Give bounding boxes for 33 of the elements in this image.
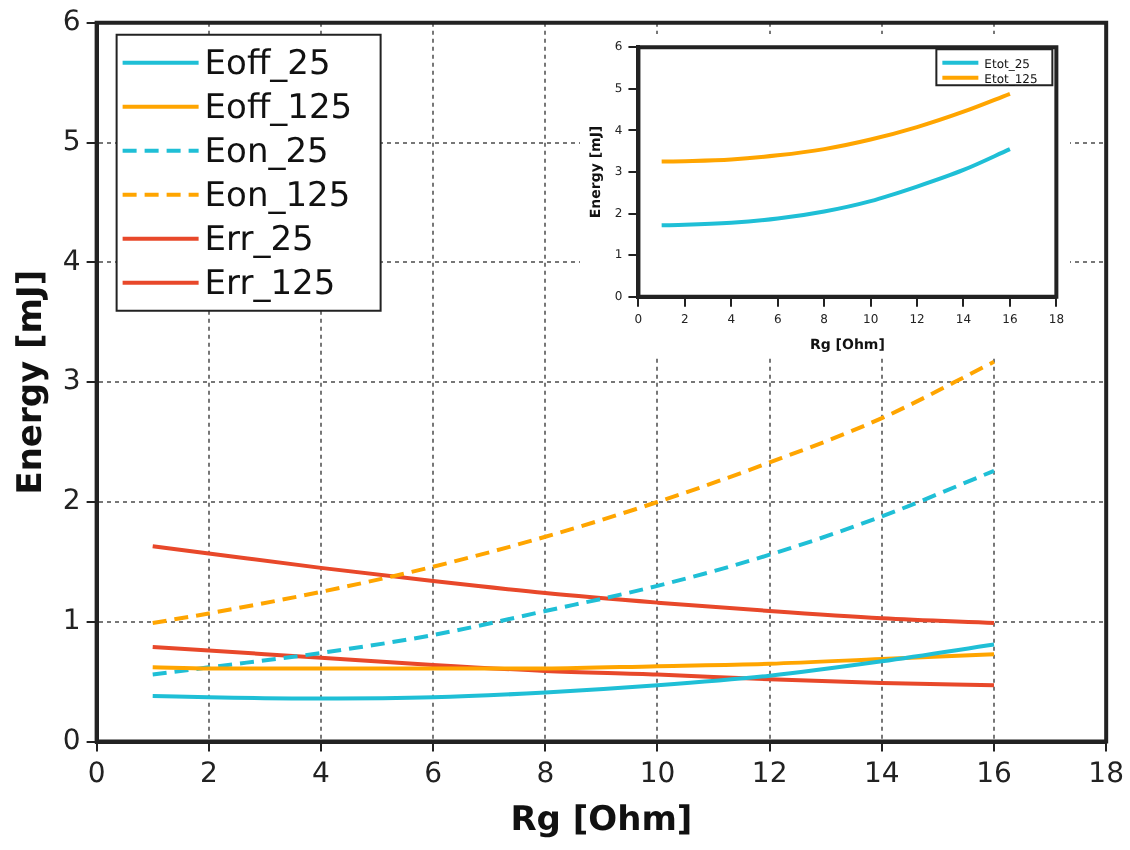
x-tick-label: 4	[312, 757, 331, 790]
y-tick-label: 2	[62, 485, 81, 518]
x-tick-label: 14	[864, 757, 900, 790]
x-axis-title: Rg [Ohm]	[510, 800, 693, 841]
x-tick-label: 2	[199, 757, 218, 790]
y-tick-label: 4	[62, 245, 81, 278]
legend-label: Err_25	[204, 219, 314, 260]
y-tick-label: 6	[62, 6, 81, 39]
x-tick-label: 6	[424, 757, 443, 790]
x-tick-label: 16	[976, 757, 1012, 790]
y-tick-label: 5	[62, 125, 81, 158]
line-series	[150, 468, 997, 677]
legend-label: Eoff_25	[204, 43, 331, 84]
legend-label: Eon_25	[204, 131, 329, 172]
y-tick-label: 3	[62, 365, 81, 398]
y-tick-label: 1	[62, 605, 81, 638]
y-tick-label: 0	[62, 724, 81, 757]
line-series	[150, 652, 997, 671]
x-tick-label: 10	[639, 757, 676, 790]
line-series	[150, 359, 997, 625]
legend-label: Eoff_125	[204, 87, 353, 128]
x-tick-label: 12	[751, 757, 788, 790]
x-tick-label: 0	[87, 757, 106, 790]
y-axis-title: Energy [mJ]	[11, 269, 52, 495]
line-series	[150, 544, 997, 625]
line-series	[659, 147, 1012, 228]
line-series	[150, 642, 997, 701]
line-series	[150, 644, 997, 688]
legend-label: Err_125	[204, 263, 336, 304]
legend-label: Eon_125	[204, 175, 351, 216]
line-series	[659, 91, 1012, 164]
x-tick-label: 8	[536, 757, 555, 790]
x-tick-label: 18	[1088, 757, 1125, 790]
